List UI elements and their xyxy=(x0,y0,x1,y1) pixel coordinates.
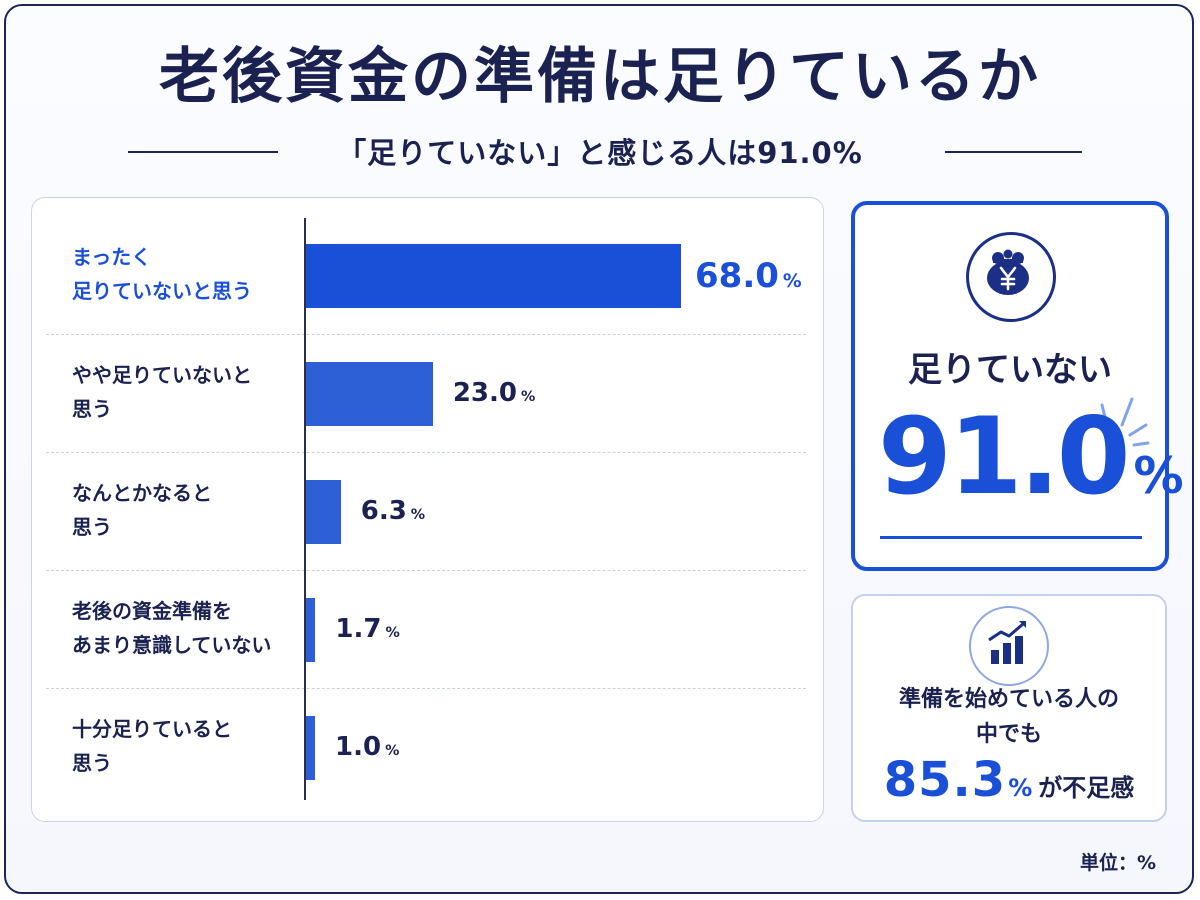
growth-chart-icon xyxy=(969,606,1049,686)
subtitle-rule-left xyxy=(128,151,278,153)
value-percent: % xyxy=(410,507,426,524)
yen-purse-icon xyxy=(966,232,1056,322)
row-separator xyxy=(46,688,806,689)
sub-card-number: 85.3 xyxy=(883,752,1007,808)
value-number: 23.0 xyxy=(452,378,517,409)
bar xyxy=(306,716,315,780)
emphasis-lines xyxy=(1100,397,1150,447)
summary-percent: % xyxy=(1133,447,1184,505)
row-separator xyxy=(46,452,806,453)
value-label: 1.0% xyxy=(335,732,399,762)
sub-card-suffix: が不足感 xyxy=(1038,774,1135,802)
value-percent: % xyxy=(385,743,400,760)
bar xyxy=(306,480,341,544)
summary-underline xyxy=(880,536,1142,539)
value-label: 23.0% xyxy=(453,378,535,408)
value-number: 1.0 xyxy=(335,732,382,763)
category-label: 老後の資金準備を あまり意識していない xyxy=(72,599,272,657)
category-label: やや足りていないと 思う xyxy=(72,363,252,421)
value-number: 1.7 xyxy=(335,614,382,645)
summary-value: 91.0% xyxy=(878,404,1184,510)
row-separator xyxy=(46,570,806,571)
subtitle-rule-right xyxy=(945,151,1082,153)
category-label: 十分足りていると 思う xyxy=(72,717,232,775)
summary-number: 91.0 xyxy=(878,395,1131,518)
chart-axis xyxy=(304,218,306,800)
subtitle-row: 「足りていない」と感じる人は91.0% xyxy=(0,130,1200,174)
value-label: 6.3% xyxy=(361,496,425,526)
category-label: まったく 足りていないと思う xyxy=(72,245,252,303)
unit-note: 単位：% xyxy=(1079,852,1156,874)
bar xyxy=(306,244,681,308)
sub-card-value: 85.3% が不足感 xyxy=(851,752,1167,808)
page-title: 老後資金の準備は足りているか xyxy=(159,42,1041,112)
sub-card-text: 準備を始めている人の 中でも xyxy=(898,687,1119,747)
value-percent: % xyxy=(520,389,536,406)
value-label: 1.7% xyxy=(335,614,399,644)
sub-card-percent: % xyxy=(1008,774,1033,802)
value-number: 68.0 xyxy=(695,255,779,296)
subtitle: 「足りていない」と感じる人は91.0% xyxy=(337,136,863,170)
bar xyxy=(306,598,316,662)
summary-label: 足りていない xyxy=(908,350,1112,390)
bar xyxy=(306,362,433,426)
value-number: 6.3 xyxy=(360,496,407,527)
category-label: なんとかなると 思う xyxy=(72,481,212,539)
value-label: 68.0% xyxy=(695,256,802,296)
row-separator xyxy=(46,334,806,335)
value-percent: % xyxy=(782,270,802,292)
value-percent: % xyxy=(385,625,400,642)
